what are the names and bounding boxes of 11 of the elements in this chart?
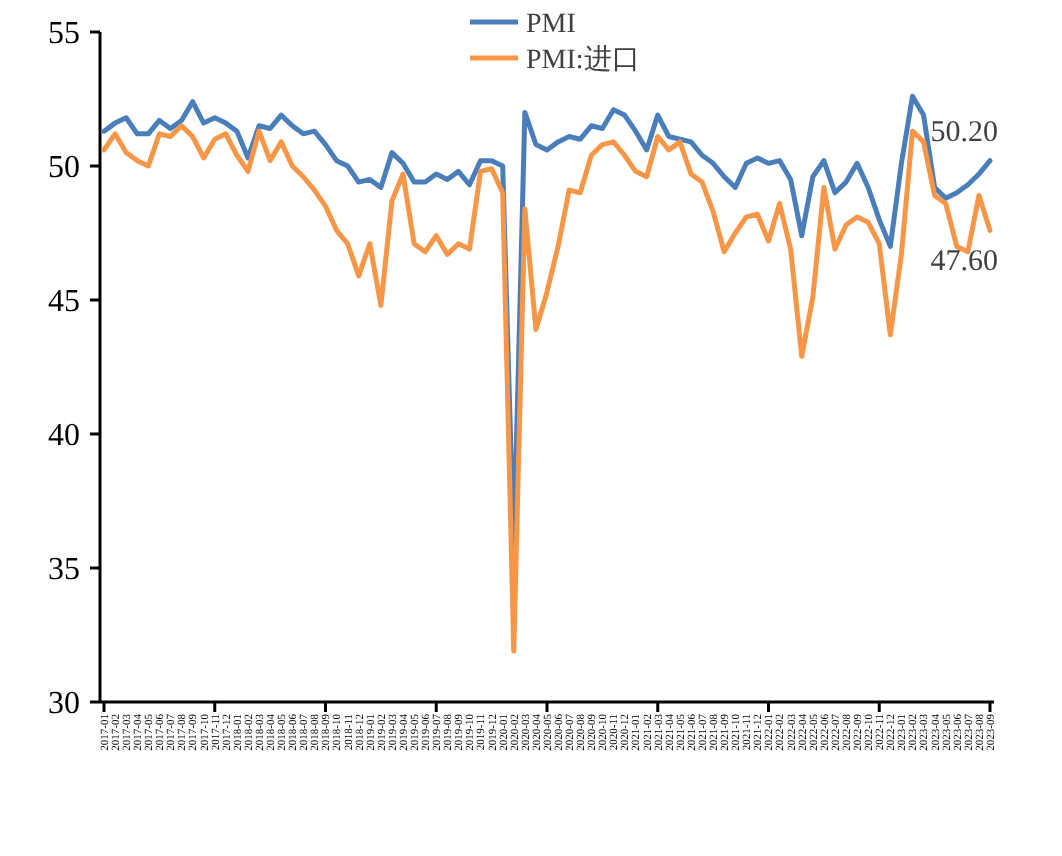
y-tick-label: 55 bbox=[48, 17, 80, 52]
legend-label: PMI bbox=[526, 9, 577, 40]
y-tick-label: 45 bbox=[48, 285, 80, 320]
line-series bbox=[101, 123, 993, 654]
annotation: 50.20 bbox=[930, 116, 998, 149]
y-tick-label: 50 bbox=[48, 151, 80, 186]
y-tick-label: 40 bbox=[48, 419, 80, 454]
annotation: 47.60 bbox=[930, 246, 998, 279]
legend-label: PMI:进口 bbox=[526, 43, 640, 76]
y-tick-label: 30 bbox=[48, 687, 80, 722]
y-tick-label: 35 bbox=[48, 553, 80, 588]
